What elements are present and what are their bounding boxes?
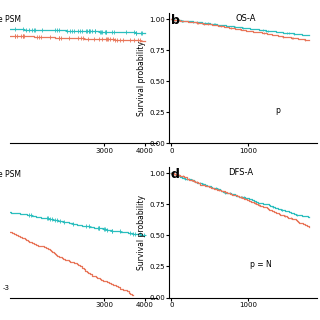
Text: -3: -3: [2, 285, 9, 291]
Text: OS-A: OS-A: [236, 14, 256, 23]
Text: DFS-A: DFS-A: [228, 168, 253, 177]
Text: e PSM: e PSM: [0, 170, 21, 179]
Text: d: d: [171, 168, 180, 181]
Y-axis label: Survival probability: Survival probability: [137, 195, 147, 270]
Text: e PSM: e PSM: [0, 15, 21, 24]
Text: p: p: [276, 106, 280, 115]
Text: p = N: p = N: [250, 260, 272, 269]
Y-axis label: Survival probability: Survival probability: [137, 41, 147, 116]
Text: b: b: [171, 14, 180, 27]
